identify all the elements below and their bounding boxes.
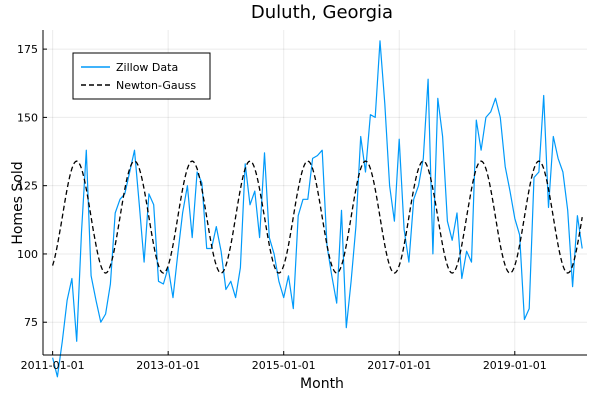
x-tick-label: 2019-01-01	[483, 359, 547, 372]
y-tick-label: 125	[17, 180, 38, 193]
y-axis-label: Homes Sold	[10, 161, 26, 244]
plot-area	[51, 40, 583, 378]
chart-title: Duluth, Georgia	[251, 2, 393, 23]
legend: Zillow Data Newton-Gauss	[72, 52, 211, 100]
legend-box	[72, 52, 211, 100]
y-tick-label: 100	[17, 248, 38, 261]
legend-label-zillow: Zillow Data	[116, 61, 178, 74]
x-axis-label: Month	[300, 376, 344, 392]
x-tick-label: 2017-01-01	[367, 359, 431, 372]
y-tick-label: 150	[17, 111, 38, 124]
axes: 75 100 125 150 175 2011-01-01 2013-01-01 2015-0…	[17, 30, 587, 372]
newton-gauss-line	[51, 160, 583, 274]
y-tick-label: 75	[24, 316, 38, 329]
zillow-data-line	[52, 40, 583, 378]
grid	[43, 30, 587, 355]
x-tick-label: 2013-01-01	[136, 359, 200, 372]
x-tick-label: 2015-01-01	[252, 359, 316, 372]
x-tick-label: 2011-01-01	[21, 359, 85, 372]
legend-label-newton-gauss: Newton-Gauss	[116, 79, 196, 92]
y-tick-label: 175	[17, 43, 38, 56]
